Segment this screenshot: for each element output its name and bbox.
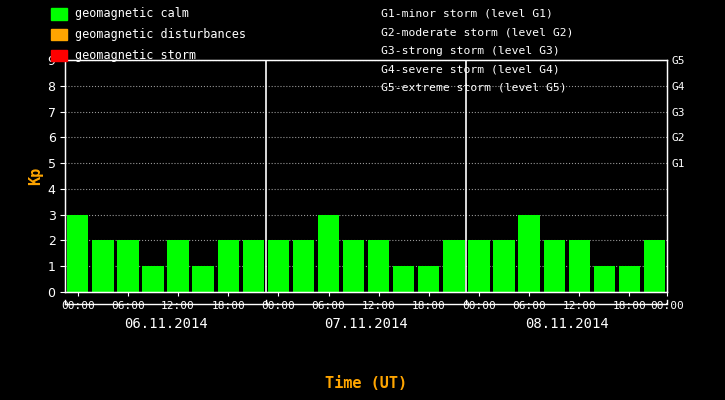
Y-axis label: Kp: Kp [28,167,44,185]
Text: G3-strong storm (level G3): G3-strong storm (level G3) [381,46,560,56]
Bar [343,240,364,292]
Text: 07.11.2014: 07.11.2014 [324,317,408,331]
Bar [268,240,289,292]
Bar [142,266,164,292]
Bar [518,215,539,292]
Bar [92,240,114,292]
Bar [568,240,590,292]
Text: geomagnetic storm: geomagnetic storm [75,49,196,62]
Bar [318,215,339,292]
Bar [644,240,665,292]
Bar [368,240,389,292]
Text: geomagnetic calm: geomagnetic calm [75,8,189,20]
Bar [494,240,515,292]
Bar [443,240,465,292]
Text: G2-moderate storm (level G2): G2-moderate storm (level G2) [381,28,573,38]
Bar [218,240,239,292]
Bar [544,240,565,292]
Bar [293,240,314,292]
Text: 06.11.2014: 06.11.2014 [124,317,207,331]
Bar [67,215,88,292]
Bar [618,266,640,292]
Bar [393,266,415,292]
Bar [468,240,489,292]
Text: geomagnetic disturbances: geomagnetic disturbances [75,28,246,41]
Text: G1-minor storm (level G1): G1-minor storm (level G1) [381,9,552,19]
Bar [418,266,439,292]
Bar [117,240,138,292]
Text: G5-extreme storm (level G5): G5-extreme storm (level G5) [381,83,566,93]
Bar [193,266,214,292]
Bar [167,240,188,292]
Text: G4-severe storm (level G4): G4-severe storm (level G4) [381,64,560,74]
Text: 08.11.2014: 08.11.2014 [525,317,608,331]
Bar [594,266,615,292]
Text: Time (UT): Time (UT) [325,376,407,392]
Bar [243,240,264,292]
